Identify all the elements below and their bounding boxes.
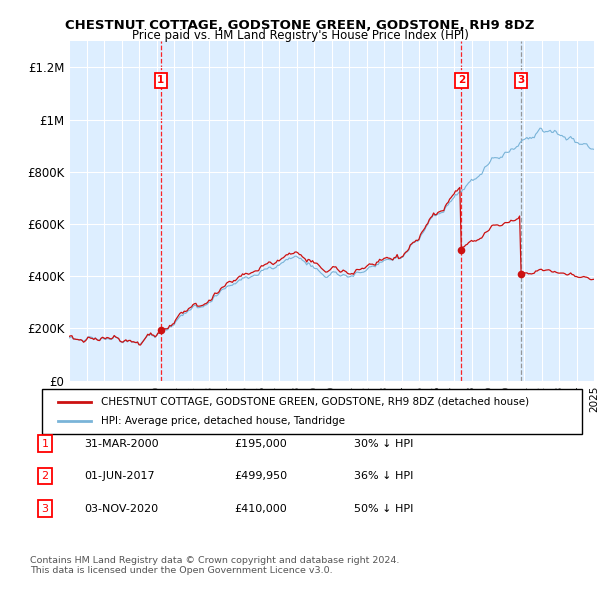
- Text: 01-JUN-2017: 01-JUN-2017: [84, 471, 155, 481]
- Text: Contains HM Land Registry data © Crown copyright and database right 2024.
This d: Contains HM Land Registry data © Crown c…: [30, 556, 400, 575]
- Text: 3: 3: [41, 504, 49, 513]
- Text: 3: 3: [518, 76, 525, 86]
- Text: 36% ↓ HPI: 36% ↓ HPI: [354, 471, 413, 481]
- Text: 2: 2: [41, 471, 49, 481]
- Text: £410,000: £410,000: [234, 504, 287, 513]
- Text: 2: 2: [458, 76, 465, 86]
- Text: 30% ↓ HPI: 30% ↓ HPI: [354, 439, 413, 448]
- Text: £499,950: £499,950: [234, 471, 287, 481]
- Text: 03-NOV-2020: 03-NOV-2020: [84, 504, 158, 513]
- Text: 1: 1: [157, 76, 164, 86]
- Text: 31-MAR-2000: 31-MAR-2000: [84, 439, 158, 448]
- Text: Price paid vs. HM Land Registry's House Price Index (HPI): Price paid vs. HM Land Registry's House …: [131, 30, 469, 42]
- Text: CHESTNUT COTTAGE, GODSTONE GREEN, GODSTONE, RH9 8DZ (detached house): CHESTNUT COTTAGE, GODSTONE GREEN, GODSTO…: [101, 397, 530, 407]
- Text: CHESTNUT COTTAGE, GODSTONE GREEN, GODSTONE, RH9 8DZ: CHESTNUT COTTAGE, GODSTONE GREEN, GODSTO…: [65, 19, 535, 32]
- Text: 50% ↓ HPI: 50% ↓ HPI: [354, 504, 413, 513]
- Text: HPI: Average price, detached house, Tandridge: HPI: Average price, detached house, Tand…: [101, 417, 346, 426]
- Text: 1: 1: [41, 439, 49, 448]
- Text: £195,000: £195,000: [234, 439, 287, 448]
